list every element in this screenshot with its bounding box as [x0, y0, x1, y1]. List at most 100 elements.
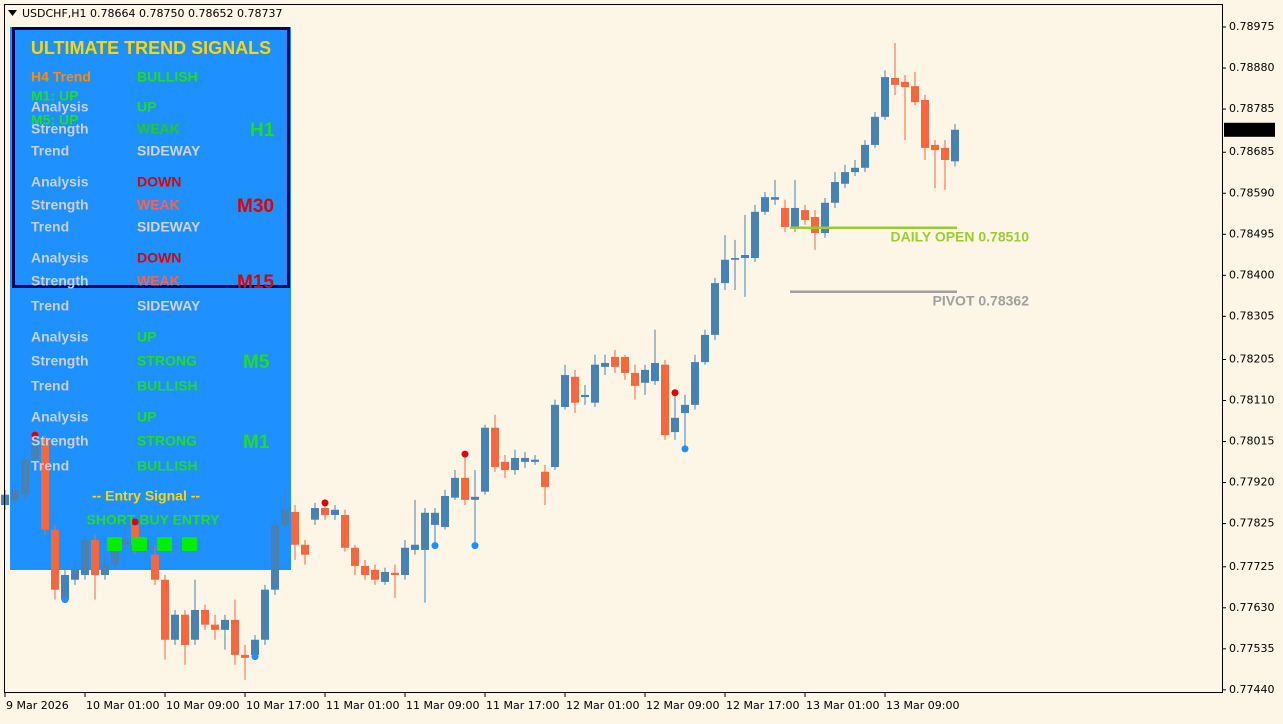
panel-text: ULTIMATE TREND SIGNALS H4 Trend BULLISH M1:… [31, 38, 275, 551]
candle-body [541, 471, 549, 487]
y-tick-label: 0.78305 [1229, 309, 1275, 322]
signal-dot [31, 431, 39, 439]
candle-body [791, 207, 799, 227]
x-tick-label: 10 Mar 01:00 [86, 699, 159, 712]
row-value: WEAK [137, 273, 180, 289]
y-tick-label: 0.77630 [1229, 601, 1275, 614]
candle-body [661, 364, 669, 436]
signal-dot [431, 542, 439, 550]
timeframe-name: M5 [243, 352, 270, 373]
signal-dot [671, 389, 679, 397]
row-label: Analysis [31, 250, 89, 266]
signal-dot [321, 499, 329, 507]
candle-body [611, 356, 619, 367]
x-tick-label: 11 Mar 17:00 [486, 699, 559, 712]
timeframe-name: M1 [243, 432, 270, 453]
candle-body [131, 524, 139, 545]
entry-title: -- Entry Signal -- [92, 488, 200, 504]
candle-body [771, 197, 779, 200]
entry-square [157, 537, 172, 551]
entry-signal: SHORT BUY ENTRY [86, 512, 220, 528]
candle-body [601, 362, 609, 367]
candle-body [41, 439, 49, 530]
timeframe-name: M15 [237, 272, 274, 293]
candle-body [311, 508, 319, 520]
candle-body [381, 571, 389, 582]
candle-body [641, 369, 649, 383]
row-value: STRONG [137, 433, 197, 449]
row-value: DOWN [137, 250, 181, 266]
y-tick-label: 0.77725 [1229, 560, 1275, 573]
h4-label: H4 Trend [31, 69, 91, 85]
row-value: SIDEWAY [137, 219, 201, 235]
candle-body [341, 514, 349, 548]
row-label: Analysis [31, 329, 89, 345]
y-tick-label: 0.78110 [1229, 394, 1275, 407]
candle-body [61, 574, 69, 600]
x-tick-label: 12 Mar 09:00 [646, 699, 719, 712]
y-tick-label: 0.77535 [1229, 642, 1275, 655]
y-tick-label: 0.77920 [1229, 476, 1275, 489]
candle-body [281, 509, 289, 525]
last-price-box [1224, 122, 1275, 137]
candle-body [231, 619, 239, 655]
row-value: WEAK [137, 121, 180, 137]
candle-body [481, 427, 489, 492]
y-tick-label: 0.78975 [1229, 20, 1275, 33]
candle-body [151, 554, 159, 580]
candle-body [351, 547, 359, 566]
row-value: STRONG [137, 353, 197, 369]
candle-body [361, 565, 369, 575]
candle-body [761, 197, 769, 212]
candle-body [451, 477, 459, 498]
candle-body [521, 457, 529, 462]
candle-body [251, 639, 259, 655]
last-price-label: 0.78737 [1228, 124, 1274, 137]
y-tick-label: 0.78685 [1229, 145, 1275, 158]
candle-body [421, 512, 429, 550]
candle-body [781, 207, 789, 227]
candle-body [171, 614, 179, 640]
candle-body [211, 624, 219, 630]
row-label: Strength [31, 353, 89, 369]
signal-dot [131, 518, 139, 526]
candle-body [111, 540, 119, 565]
candle-body [871, 116, 879, 145]
candle-body [801, 210, 809, 221]
row-value: DOWN [137, 174, 181, 190]
entry-square [182, 537, 197, 551]
candle-body [101, 564, 109, 575]
row-label: Trend [31, 143, 69, 159]
candle-body [881, 77, 889, 117]
candle-body [551, 404, 559, 468]
row-value: UP [137, 409, 156, 425]
row-label: Strength [31, 197, 89, 213]
timeframe-name: H1 [250, 120, 275, 141]
candle-body [911, 86, 919, 103]
signal-dot [681, 445, 689, 453]
entry-square [107, 537, 122, 551]
candle-body [851, 167, 859, 173]
panel-title: ULTIMATE TREND SIGNALS [31, 38, 271, 58]
timeframe-name: M30 [237, 196, 274, 217]
panel-note: M5: UP [31, 112, 78, 128]
x-tick-label: 13 Mar 01:00 [806, 699, 879, 712]
candle-body [921, 99, 929, 148]
candle-body [241, 654, 249, 658]
row-label: Analysis [31, 99, 89, 115]
x-tick-label: 11 Mar 09:00 [406, 699, 479, 712]
candle-body [431, 512, 439, 525]
y-tick-label: 0.78015 [1229, 435, 1275, 448]
candle-body [751, 211, 759, 259]
x-tick-label: 10 Mar 17:00 [246, 699, 319, 712]
symbol-menu-icon[interactable] [8, 10, 17, 16]
candle-body [561, 375, 569, 408]
row-value: WEAK [137, 197, 180, 213]
candle-body [511, 457, 519, 471]
row-value: UP [137, 329, 156, 345]
candle-body [901, 81, 909, 88]
h4-value: BULLISH [137, 69, 198, 85]
y-tick-label: 0.78880 [1229, 61, 1275, 74]
